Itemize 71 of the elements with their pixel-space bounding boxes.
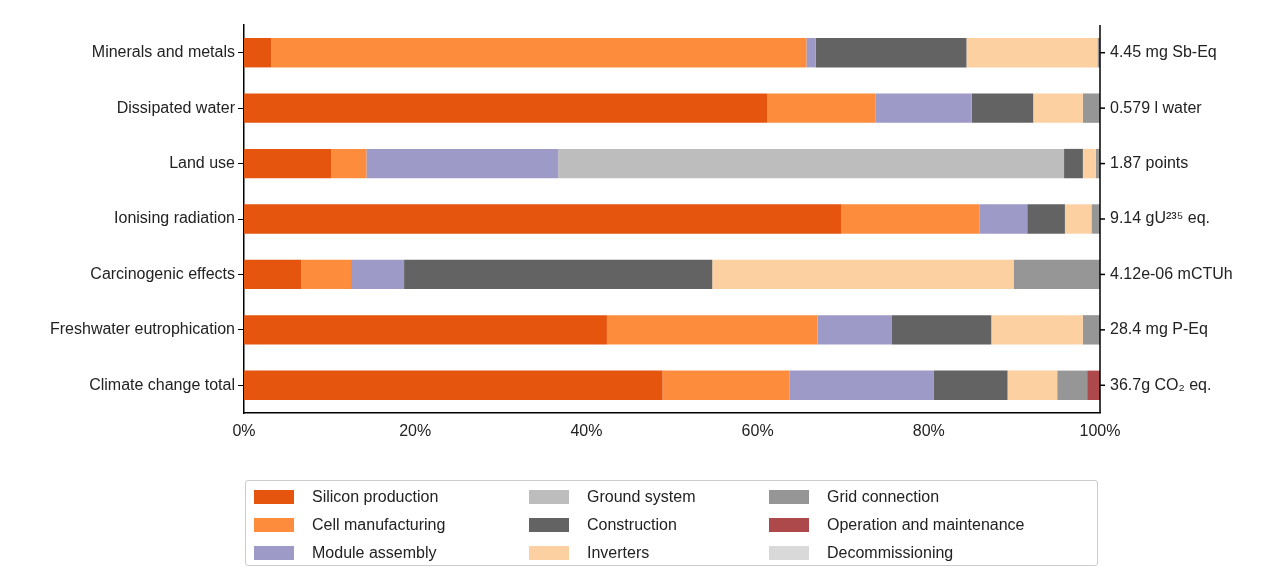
- bar: [817, 315, 892, 345]
- bar: [875, 93, 972, 123]
- bar: [933, 370, 1008, 400]
- legend-label: Grid connection: [827, 488, 940, 506]
- bar: [1082, 148, 1096, 179]
- y-tick-label: Minerals and metals: [91, 43, 235, 61]
- bar: [712, 259, 1014, 290]
- y-tick-label: Carcinogenic effects: [90, 264, 235, 282]
- bar: [806, 38, 816, 68]
- legend-label: Ground system: [587, 488, 696, 506]
- bar: [558, 148, 1065, 179]
- legend-label: Module assembly: [312, 544, 437, 562]
- bar: [404, 259, 713, 290]
- text: 28.4 mg P-Eq: [1110, 320, 1208, 338]
- bar: [1013, 259, 1100, 290]
- bar: [301, 259, 351, 290]
- x-tick-label: 60%: [741, 422, 774, 440]
- bar: [244, 204, 842, 234]
- x-tick-label: 0%: [232, 422, 256, 440]
- y-tick-label: Ionising radiation: [114, 209, 235, 227]
- bar: [606, 315, 818, 345]
- bar: [966, 38, 1098, 68]
- bar: [331, 148, 367, 179]
- bar: [891, 315, 992, 345]
- text: 9.14 gU²³⁵ eq.: [1110, 209, 1211, 227]
- y-tick-label: Climate change total: [89, 375, 235, 393]
- bar: [1064, 204, 1092, 234]
- bar: [366, 148, 559, 179]
- y-tick-label: Freshwater eutrophication: [50, 320, 235, 338]
- bar: [1082, 93, 1100, 123]
- text: 36.7g CO₂ eq.: [1110, 375, 1212, 393]
- bar: [244, 259, 302, 290]
- bar: [244, 370, 663, 400]
- x-tick-label: 40%: [570, 422, 603, 440]
- bar: [244, 93, 768, 123]
- bar: [789, 370, 934, 400]
- bar: [841, 204, 980, 234]
- bar: [1007, 370, 1058, 400]
- bar: [1082, 315, 1100, 345]
- bar: [815, 38, 967, 68]
- bar: [971, 93, 1034, 123]
- bar: [767, 93, 876, 123]
- x-tick-label: 80%: [912, 422, 945, 440]
- legend-label: Operation and maintenance: [827, 516, 1025, 534]
- bar: [244, 38, 272, 68]
- bar: [1091, 204, 1100, 234]
- bar: [662, 370, 790, 400]
- bar: [244, 148, 332, 179]
- bar: [979, 204, 1028, 234]
- y-tick-label: Land use: [169, 153, 236, 171]
- bar: [991, 315, 1083, 345]
- text: 1.87 points: [1110, 153, 1189, 171]
- x-tick-label: 100%: [1079, 422, 1121, 440]
- bar: [1057, 370, 1088, 400]
- bar: [1064, 148, 1083, 179]
- text: 4.45 mg Sb-Eq: [1110, 43, 1217, 61]
- legend-label: Construction: [587, 516, 677, 534]
- legend-label: Silicon production: [312, 488, 439, 506]
- bar: [351, 259, 405, 290]
- bar: [271, 38, 807, 68]
- bar: [244, 315, 607, 345]
- text: 0.579 l water: [1110, 98, 1203, 116]
- x-tick-label: 20%: [399, 422, 432, 440]
- y-tick-label: Dissipated water: [116, 98, 236, 116]
- legend-label: Inverters: [587, 544, 650, 562]
- legend-label: Decommissioning: [827, 544, 954, 562]
- text: 4.12e-06 mCTUh: [1110, 264, 1233, 282]
- legend-label: Cell manufacturing: [312, 516, 446, 534]
- bar: [1027, 204, 1065, 234]
- bar: [1087, 370, 1100, 400]
- bar: [1033, 93, 1083, 123]
